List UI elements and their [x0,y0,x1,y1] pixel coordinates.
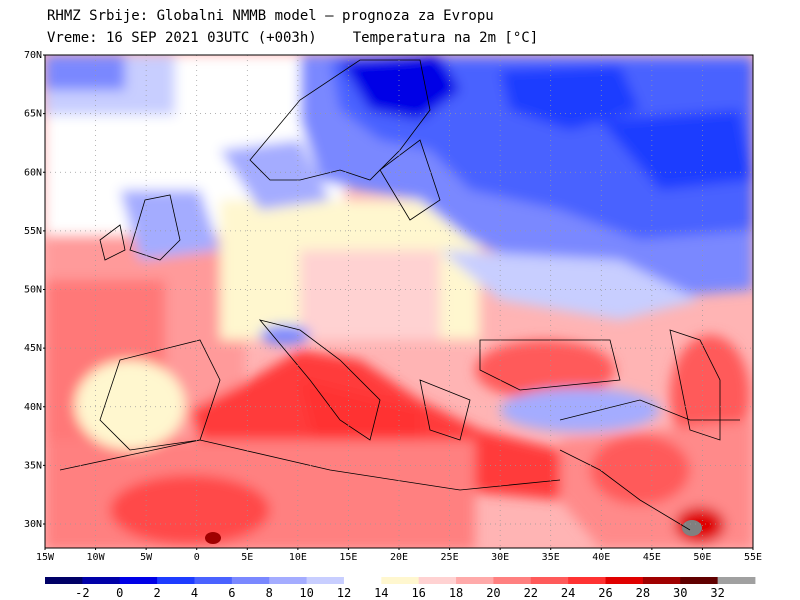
colorbar-swatch [231,577,270,584]
colorbar-swatch [605,577,644,584]
lat-tick-label: 70N [24,50,42,61]
map-title: RHMZ Srbije: Globalni NMMB model — progn… [47,8,494,24]
lat-tick-label: 30N [24,519,42,530]
colorbar-label: 4 [191,586,198,600]
colorbar-label: 30 [673,586,687,600]
colorbar-swatch [194,577,233,584]
colorbar-label: 10 [299,586,313,600]
colorbar-swatch [717,577,756,584]
lon-tick-label: 15E [339,552,357,563]
colorbar-swatch [568,577,606,584]
lon-tick-label: 45E [643,552,661,563]
lon-tick-label: 5E [241,552,253,563]
lon-tick-label: 55E [744,552,762,563]
colorbar-swatch [45,577,83,584]
colorbar-label: 22 [524,586,538,600]
forecast-time: Vreme: 16 SEP 2021 03UTC (+003h) [47,30,317,46]
colorbar-label: 28 [636,586,650,600]
field-name: Temperatura na 2m [°C] [352,30,539,46]
colorbar-label: 8 [266,586,273,600]
colorbar-swatch [119,577,158,584]
colorbar-swatch [642,577,681,584]
lon-tick-label: 0 [194,552,200,563]
coastlines [59,59,740,531]
colorbar-label: 24 [561,586,575,600]
colorbar-swatch [343,577,382,584]
lon-tick-label: 25E [441,552,459,563]
lat-tick-label: 35N [24,460,42,471]
colorbar: -2 0 2 4 6 8 10 12 14 16 18 20 22 24 26 28 30 32 [45,577,756,600]
longitude-ticks: 15W 10W 5W 0 5E 10E 15E 20E 25E 30E 35E 40E 45E 50E 55… [36,548,762,563]
colorbar-label: 0 [116,586,123,600]
colorbar-label: 20 [486,586,500,600]
colorbar-swatch [493,577,532,584]
colorbar-label: 32 [710,586,724,600]
lon-tick-label: 10W [87,552,106,563]
colorbar-label: 26 [598,586,612,600]
colorbar-label: 16 [411,586,425,600]
lon-tick-label: 10E [289,552,307,563]
lat-tick-label: 55N [24,226,42,237]
latitude-ticks: 70N 65N 60N 55N 50N 45N 40N 35N 30N [24,50,45,530]
lon-tick-label: 50E [693,552,711,563]
colorbar-swatch [381,577,420,584]
lat-tick-label: 45N [24,343,42,354]
colorbar-swatch [269,577,307,584]
lat-tick-label: 50N [24,285,42,296]
lon-tick-label: 30E [491,552,509,563]
lon-tick-label: 5W [140,552,153,563]
lon-tick-label: 35E [542,552,560,563]
colorbar-swatch [530,577,569,584]
lon-tick-label: 15W [36,552,55,563]
colorbar-swatch [456,577,494,584]
lon-tick-label: 40E [592,552,610,563]
colorbar-label: 14 [374,586,388,600]
colorbar-label: -2 [75,586,89,600]
colorbar-label: 12 [337,586,351,600]
colorbar-label: 2 [153,586,160,600]
lat-tick-label: 40N [24,402,42,413]
colorbar-swatch [418,577,457,584]
colorbar-swatch [680,577,719,584]
colorbar-swatch [157,577,195,584]
colorbar-label: 18 [449,586,463,600]
lon-tick-label: 20E [390,552,408,563]
lat-tick-label: 65N [24,109,42,120]
colorbar-label: 6 [228,586,235,600]
colorbar-swatch [306,577,345,584]
graticule [45,55,753,548]
lat-tick-label: 60N [24,167,42,178]
colorbar-swatch [82,577,121,584]
map-subtitle: Vreme: 16 SEP 2021 03UTC (+003h) Temperat… [47,30,538,46]
